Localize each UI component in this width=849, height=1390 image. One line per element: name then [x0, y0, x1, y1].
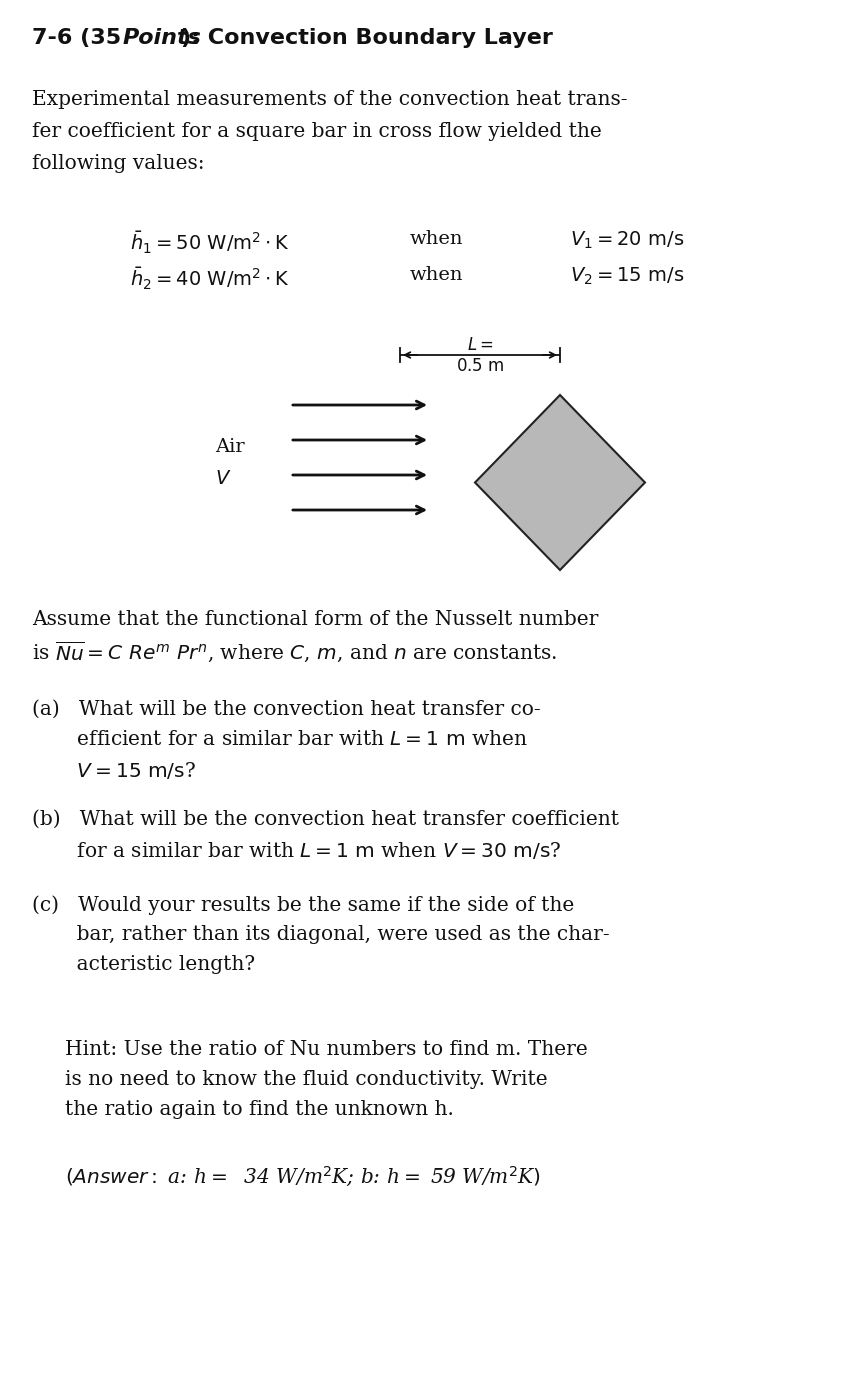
Text: is no need to know the fluid conductivity. Write: is no need to know the fluid conductivit…	[65, 1070, 548, 1088]
Text: Assume that the functional form of the Nusselt number: Assume that the functional form of the N…	[32, 610, 599, 630]
Text: 7-6 (35: 7-6 (35	[32, 28, 129, 49]
Text: $V = 15\ \mathrm{m/s}$?: $V = 15\ \mathrm{m/s}$?	[32, 760, 196, 781]
Text: $(Answer:$ a: h$=$  34 W/m$^2$K; b: h$=$ 59 W/m$^2$K$)$: $(Answer:$ a: h$=$ 34 W/m$^2$K; b: h$=$ …	[65, 1165, 541, 1188]
Text: following values:: following values:	[32, 154, 205, 172]
Text: the ratio again to find the unknown h.: the ratio again to find the unknown h.	[65, 1099, 454, 1119]
Text: $\bar{h}_2 = 40\ \mathrm{W/m^2 \cdot K}$: $\bar{h}_2 = 40\ \mathrm{W/m^2 \cdot K}$	[130, 265, 290, 292]
Text: $0.5\ \mathrm{m}$: $0.5\ \mathrm{m}$	[456, 359, 504, 375]
Text: (a)   What will be the convection heat transfer co-: (a) What will be the convection heat tra…	[32, 701, 541, 719]
Text: $V_2 = 15\ \mathrm{m/s}$: $V_2 = 15\ \mathrm{m/s}$	[570, 265, 684, 288]
Text: when: when	[410, 265, 464, 284]
Text: Experimental measurements of the convection heat trans-: Experimental measurements of the convect…	[32, 90, 627, 108]
Text: (b)   What will be the convection heat transfer coefficient: (b) What will be the convection heat tra…	[32, 810, 619, 828]
Text: efficient for a similar bar with $L = 1\ \mathrm{m}$ when: efficient for a similar bar with $L = 1\…	[32, 730, 528, 749]
Text: ): Convection Boundary Layer: ): Convection Boundary Layer	[181, 28, 553, 49]
Text: acteristic length?: acteristic length?	[32, 955, 256, 974]
Text: Air: Air	[215, 438, 245, 456]
Text: Hint: Use the ratio of Nu numbers to find m. There: Hint: Use the ratio of Nu numbers to fin…	[65, 1040, 588, 1059]
Text: is $\overline{Nu} = C\ Re^m\ Pr^n$, where $C$, $m$, and $n$ are constants.: is $\overline{Nu} = C\ Re^m\ Pr^n$, wher…	[32, 639, 557, 666]
Text: $V$: $V$	[215, 470, 232, 488]
Text: $L =$: $L =$	[467, 336, 493, 354]
Text: $\bar{h}_1 = 50\ \mathrm{W/m^2 \cdot K}$: $\bar{h}_1 = 50\ \mathrm{W/m^2 \cdot K}$	[130, 229, 290, 256]
Text: $V_1 = 20\ \mathrm{m/s}$: $V_1 = 20\ \mathrm{m/s}$	[570, 229, 684, 252]
Text: when: when	[410, 229, 464, 247]
Polygon shape	[475, 395, 645, 570]
Text: fer coefficient for a square bar in cross flow yielded the: fer coefficient for a square bar in cros…	[32, 122, 602, 140]
Text: (c)   Would your results be the same if the side of the: (c) Would your results be the same if th…	[32, 895, 574, 915]
Text: bar, rather than its diagonal, were used as the char-: bar, rather than its diagonal, were used…	[32, 924, 610, 944]
Text: for a similar bar with $L = 1\ \mathrm{m}$ when $V = 30\ \mathrm{m/s}$?: for a similar bar with $L = 1\ \mathrm{m…	[32, 840, 561, 860]
Text: Points: Points	[123, 28, 202, 49]
